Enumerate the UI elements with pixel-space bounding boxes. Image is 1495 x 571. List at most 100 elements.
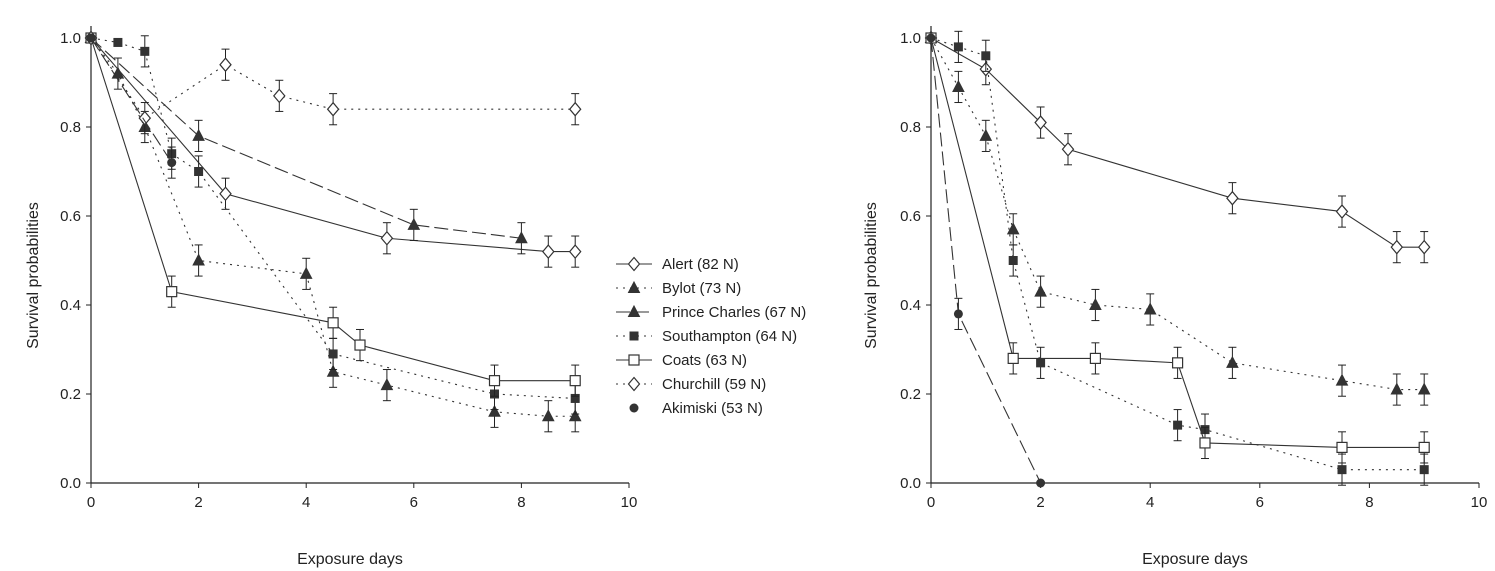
legend-entry-southampton: Southampton (64 N): [616, 328, 797, 345]
x-tick-label: 10: [621, 494, 638, 511]
data-point: [926, 33, 936, 43]
data-point: [1007, 352, 1019, 364]
x-tick-label: 0: [87, 494, 95, 511]
legend-label: Coats (63 N): [662, 352, 747, 369]
legend-marker: [629, 331, 639, 341]
data-point: [192, 128, 205, 141]
data-point: [192, 253, 205, 266]
series-akimiski: [86, 33, 177, 179]
right-chart-panel: 0 2 4 6 8 10 0.0 0.2 0.4 0.6 0.8 1.0 Exposure days Su…: [863, 26, 1487, 568]
series-line: [90, 37, 576, 253]
y-tick-label: 0.4: [900, 297, 921, 314]
legend-entry-coats: Coats (63 N): [616, 352, 747, 369]
data-point: [1336, 441, 1348, 453]
data-point: [138, 110, 152, 126]
y-tick-label: 0.0: [900, 475, 921, 492]
data-point: [194, 167, 204, 176]
data-point: [273, 88, 286, 104]
data-point: [327, 317, 339, 329]
data-point: [326, 364, 340, 377]
series-line: [90, 37, 173, 163]
data-point: [1008, 256, 1018, 265]
data-point: [488, 375, 501, 387]
legend-marker: [629, 403, 639, 413]
series-line: [930, 37, 1425, 391]
data-point: [515, 231, 528, 244]
data-point: [380, 230, 394, 246]
x-tick-label: 4: [1146, 494, 1154, 511]
data-point: [1199, 437, 1211, 449]
data-point: [1036, 478, 1046, 488]
data-point: [113, 37, 123, 47]
legend-label: Churchill (59 N): [662, 376, 766, 393]
data-point: [488, 404, 501, 417]
data-point: [570, 393, 580, 403]
data-point: [328, 349, 338, 359]
data-point: [1335, 373, 1349, 386]
y-tick-label: 0.6: [900, 208, 921, 225]
y-tick-label: 0.8: [900, 119, 921, 136]
data-point: [1089, 352, 1102, 364]
legend: Alert (82 N) Bylot (73 N) Prince Charles (…: [616, 256, 806, 417]
x-axis-label: Exposure days: [297, 551, 403, 568]
y-tick-label: 0.2: [900, 386, 921, 403]
data-point: [380, 378, 394, 391]
legend-label: Bylot (73 N): [662, 280, 741, 297]
data-point: [1089, 297, 1102, 310]
legend-entry-prince-charles: Prince Charles (67 N): [616, 304, 806, 321]
legend-marker: [627, 376, 641, 392]
x-tick-label: 0: [927, 494, 935, 511]
data-point: [568, 101, 582, 117]
series-line: [90, 37, 576, 417]
x-tick-label: 8: [1365, 494, 1373, 511]
data-point: [981, 51, 991, 61]
data-point: [140, 46, 150, 56]
y-tick-label: 1.0: [900, 30, 921, 47]
series-line: [930, 37, 1425, 248]
legend-entry-churchill: Churchill (59 N): [616, 376, 766, 393]
series-akimiski: [926, 33, 1046, 488]
series-alert: [84, 30, 582, 268]
data-point: [1419, 465, 1429, 475]
legend-label: Akimiski (53 N): [662, 400, 763, 417]
data-point: [1171, 357, 1184, 369]
series-line: [930, 37, 1425, 471]
data-point: [568, 409, 582, 422]
data-point: [166, 286, 178, 298]
data-point: [1226, 355, 1239, 368]
legend-marker: [627, 256, 641, 272]
series-alert: [924, 30, 1431, 264]
data-point: [953, 309, 963, 319]
y-axis-label: Survival probabilities: [25, 202, 42, 349]
data-point: [953, 42, 963, 52]
legend-label: Southampton (64 N): [662, 328, 797, 345]
y-tick-label: 0.0: [60, 475, 81, 492]
series-coats: [925, 32, 1430, 464]
data-point: [354, 339, 366, 351]
data-point: [568, 244, 582, 260]
data-point: [1418, 441, 1430, 453]
data-point: [1226, 190, 1239, 206]
y-tick-label: 1.0: [60, 30, 81, 47]
data-point: [326, 101, 340, 117]
data-point: [219, 186, 232, 202]
x-tick-label: 8: [517, 494, 525, 511]
series-prince-charles: [84, 30, 528, 255]
data-point: [1337, 465, 1347, 475]
y-tick-label: 0.6: [60, 208, 81, 225]
data-point: [1390, 239, 1404, 255]
data-point: [541, 409, 555, 422]
series-bylot: [84, 30, 582, 433]
legend-label: Prince Charles (67 N): [662, 304, 806, 321]
x-tick-label: 6: [1256, 494, 1264, 511]
x-tick-label: 2: [194, 494, 202, 511]
data-point: [407, 217, 421, 230]
x-tick-label: 10: [1471, 494, 1488, 511]
legend-marker: [627, 280, 641, 293]
y-tick-label: 0.2: [60, 386, 81, 403]
legend-label: Alert (82 N): [662, 256, 739, 273]
data-point: [569, 375, 581, 387]
series-line: [90, 37, 576, 119]
data-point: [1143, 302, 1157, 315]
data-point: [1034, 284, 1047, 297]
